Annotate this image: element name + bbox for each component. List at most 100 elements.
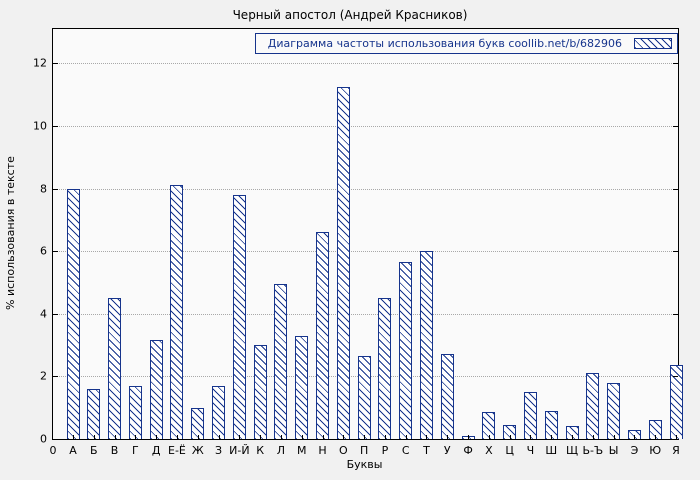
x-tick-label: М	[296, 444, 307, 457]
x-tick-mark	[301, 435, 303, 439]
x-tick-label: А	[69, 444, 77, 457]
y-tick-mark-right	[673, 188, 678, 190]
x-tick-mark	[176, 435, 178, 439]
y-tick-mark-right	[673, 313, 678, 315]
bar	[295, 336, 309, 439]
x-tick-mark	[655, 435, 657, 439]
bar	[669, 365, 683, 439]
x-tick-label: Ц	[505, 444, 514, 457]
x-tick-label: Щ	[566, 444, 579, 457]
x-tick-label: Ш	[545, 444, 558, 457]
x-tick-label: О	[338, 444, 348, 457]
x-tick-mark	[239, 435, 241, 439]
x-tick-label: Д	[151, 444, 161, 457]
bar	[316, 232, 330, 439]
bar	[607, 383, 621, 439]
y-tick-label: 0	[40, 432, 47, 446]
x-tick-mark	[447, 435, 449, 439]
chart-title: Черный апостол (Андрей Красников)	[232, 8, 468, 22]
x-tick-label: П	[359, 444, 369, 457]
x-tick-label: Л	[276, 444, 286, 457]
plot-area: Диаграмма частоты использования букв coo…	[33, 28, 683, 457]
grid-line	[53, 188, 678, 190]
y-tick-mark-right	[673, 376, 678, 378]
bar	[627, 430, 641, 439]
bar	[170, 185, 184, 439]
x-tick-mark	[592, 435, 594, 439]
y-tick-mark-left	[53, 251, 58, 253]
x-tick-label: В	[110, 444, 119, 457]
bar	[419, 251, 433, 439]
bar	[544, 411, 558, 439]
x-tick-label: Ь-Ъ	[582, 444, 604, 457]
bar	[108, 298, 122, 439]
legend-hatch-swatch	[634, 38, 672, 49]
x-tick-mark	[468, 435, 470, 439]
y-tick-mark-left	[53, 188, 58, 190]
x-tick-mark	[676, 435, 677, 439]
x-tick-label: Г	[132, 444, 139, 457]
bar	[357, 356, 371, 439]
bar	[336, 87, 350, 439]
bar	[440, 354, 454, 439]
x-tick-mark	[551, 435, 553, 439]
y-tick-mark-right	[673, 251, 678, 253]
x-tick-label: Р	[381, 444, 389, 457]
y-tick-mark-right	[673, 126, 678, 128]
x-tick-mark	[218, 435, 220, 439]
x-tick-label: Ы	[608, 444, 619, 457]
bar	[66, 189, 80, 439]
x-tick-mark	[260, 435, 262, 439]
grid-line	[53, 251, 678, 253]
grid-line	[53, 313, 678, 315]
x-tick-label: Т	[423, 444, 430, 457]
legend: Диаграмма частоты использования букв coo…	[254, 33, 678, 54]
x-tick-label: Ж	[191, 444, 204, 457]
bar	[212, 386, 226, 439]
bar	[274, 284, 288, 439]
x-tick-mark	[572, 435, 574, 439]
x-axis-title: Буквы	[346, 458, 383, 471]
x-tick-label: Ф	[463, 444, 473, 457]
y-tick-label: 6	[40, 244, 47, 258]
x-tick-mark	[280, 435, 282, 439]
x-tick-label: Ю	[649, 444, 662, 457]
y-tick-mark-right	[673, 63, 678, 65]
y-tick-mark-left	[53, 126, 58, 128]
bar	[253, 345, 267, 439]
x-tick-mark	[322, 435, 324, 439]
x-tick-mark	[488, 435, 490, 439]
y-tick-mark-left	[53, 63, 58, 65]
x-tick-label: Б	[90, 444, 98, 457]
x-tick-label: Э	[630, 444, 639, 457]
x-tick-mark	[364, 435, 366, 439]
y-axis-title: % использования в тексте	[4, 156, 17, 310]
grid-line	[53, 63, 678, 65]
x-tick-label: Х	[485, 444, 493, 457]
x-tick-mark	[135, 435, 137, 439]
bar	[503, 425, 517, 439]
x-tick-mark	[93, 435, 95, 439]
x-tick-mark	[405, 435, 407, 439]
y-tick-label: 12	[33, 56, 47, 70]
bar	[482, 412, 496, 439]
y-tick-mark-left	[53, 313, 58, 315]
y-tick-label: 10	[33, 119, 47, 133]
x-tick-mark	[613, 435, 615, 439]
bar	[648, 420, 662, 439]
x-tick-label: И-Й	[229, 444, 250, 457]
x-tick-label: У	[443, 444, 451, 457]
x-tick-mark	[426, 435, 428, 439]
x-tick-mark	[509, 435, 511, 439]
bar	[87, 389, 101, 439]
x-tick-label: С	[401, 444, 410, 457]
x-tick-mark	[343, 435, 345, 439]
bar	[149, 340, 163, 439]
bar	[399, 262, 413, 439]
x-tick-mark	[114, 435, 116, 439]
bar	[586, 373, 600, 439]
x-tick-mark	[530, 435, 532, 439]
x-origin-label: 0	[49, 444, 57, 457]
bar	[232, 195, 246, 439]
bar	[128, 386, 142, 439]
